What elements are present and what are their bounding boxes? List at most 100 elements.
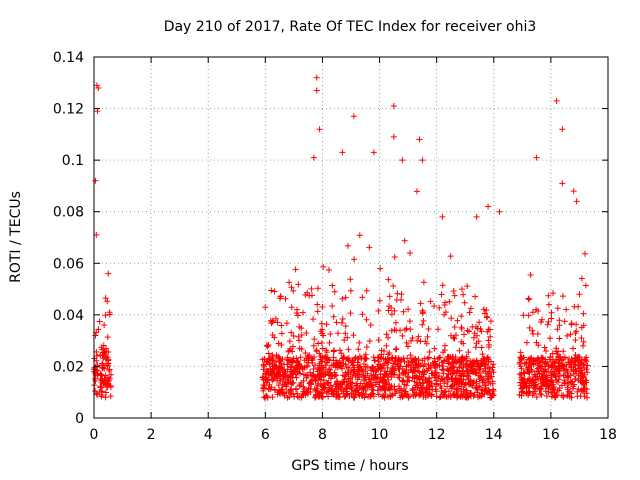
x-tick-label: 12 xyxy=(428,427,446,443)
data-point xyxy=(362,374,369,381)
data-point xyxy=(435,326,442,333)
data-point xyxy=(574,357,581,364)
data-point xyxy=(325,266,332,273)
data-point xyxy=(276,354,283,361)
data-point xyxy=(561,367,568,374)
data-point xyxy=(310,365,317,372)
data-point xyxy=(388,365,395,372)
data-point xyxy=(479,379,486,386)
data-point xyxy=(582,282,589,289)
data-point xyxy=(363,343,370,350)
data-point xyxy=(313,87,320,94)
data-point xyxy=(317,356,324,363)
data-point xyxy=(448,384,455,391)
data-point xyxy=(567,372,574,379)
data-point xyxy=(339,149,346,156)
data-point xyxy=(278,342,285,349)
data-point xyxy=(312,377,319,384)
data-point xyxy=(424,355,431,362)
data-point xyxy=(271,387,278,394)
data-point xyxy=(375,391,382,398)
data-point xyxy=(336,347,343,354)
data-point xyxy=(571,381,578,388)
data-point xyxy=(107,393,114,400)
data-point xyxy=(573,368,580,375)
data-point xyxy=(341,373,348,380)
data-point xyxy=(385,334,392,341)
data-point xyxy=(433,381,440,388)
data-point xyxy=(412,361,419,368)
data-point xyxy=(553,366,560,373)
data-point xyxy=(385,307,392,314)
data-point xyxy=(97,384,104,391)
data-point xyxy=(446,354,453,361)
data-point xyxy=(350,332,357,339)
data-point xyxy=(458,313,465,320)
data-point xyxy=(567,331,574,338)
data-point xyxy=(373,367,380,374)
data-point xyxy=(475,394,482,401)
data-point xyxy=(533,394,540,401)
data-point xyxy=(104,334,111,341)
data-point xyxy=(419,368,426,375)
data-point xyxy=(270,375,277,382)
data-point xyxy=(305,390,312,397)
data-point xyxy=(579,342,586,349)
data-point xyxy=(300,309,307,316)
data-point xyxy=(316,350,323,357)
data-point xyxy=(447,332,454,339)
data-point xyxy=(572,351,579,358)
data-point xyxy=(281,361,288,368)
data-point xyxy=(571,303,578,310)
data-point xyxy=(436,354,443,361)
data-point xyxy=(347,310,354,317)
data-point xyxy=(406,377,413,384)
data-point xyxy=(412,373,419,380)
data-point xyxy=(479,351,486,358)
data-point xyxy=(539,363,546,370)
data-point xyxy=(366,338,373,345)
data-point xyxy=(553,356,560,363)
data-point xyxy=(483,314,490,321)
data-point xyxy=(439,363,446,370)
data-point xyxy=(539,377,546,384)
data-point xyxy=(281,372,288,379)
data-point xyxy=(560,348,567,355)
data-point xyxy=(440,349,447,356)
data-point xyxy=(559,126,566,133)
data-point xyxy=(445,367,452,374)
data-point xyxy=(93,390,100,397)
data-point xyxy=(435,375,442,382)
data-point xyxy=(358,366,365,373)
data-point xyxy=(294,312,301,319)
data-point xyxy=(297,381,304,388)
data-point xyxy=(386,349,393,356)
data-point xyxy=(417,300,424,307)
data-point xyxy=(480,368,487,375)
data-point xyxy=(374,363,381,370)
data-point xyxy=(490,391,497,398)
x-tick-label: 16 xyxy=(542,427,560,443)
data-point xyxy=(305,357,312,364)
data-point xyxy=(281,392,288,399)
data-point xyxy=(407,326,414,333)
data-point xyxy=(483,388,490,395)
data-point xyxy=(363,380,370,387)
data-point xyxy=(526,366,533,373)
data-point xyxy=(100,342,107,349)
data-point xyxy=(394,363,401,370)
data-point xyxy=(339,315,346,322)
data-point xyxy=(367,393,374,400)
data-point xyxy=(426,375,433,382)
data-point xyxy=(573,328,580,335)
data-point xyxy=(369,382,376,389)
data-point xyxy=(369,364,376,371)
data-point xyxy=(319,393,326,400)
data-point xyxy=(451,377,458,384)
data-point xyxy=(279,356,286,363)
data-point xyxy=(419,321,426,328)
data-point xyxy=(518,376,525,383)
data-point xyxy=(419,157,426,164)
data-point xyxy=(469,382,476,389)
